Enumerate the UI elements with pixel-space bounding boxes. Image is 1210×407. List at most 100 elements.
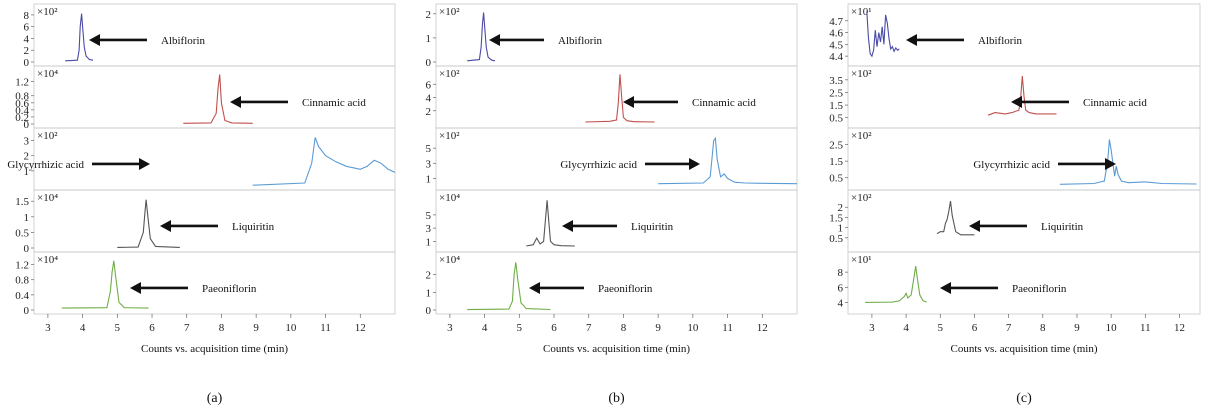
trace-line [467, 12, 496, 62]
x-tick-label: 6 [551, 322, 557, 334]
y-multiplier: ×10² [37, 130, 58, 142]
row-frame [435, 251, 798, 315]
panel-label: (c) [1016, 391, 1032, 406]
y-multiplier: ×10² [439, 68, 460, 80]
y-tick-label: 4.6 [829, 28, 843, 40]
y-multiplier: ×10² [851, 192, 872, 204]
trace-line [467, 262, 551, 311]
y-tick-label: 1.2 [15, 77, 29, 89]
trace-row-liquiritin: ×10⁴ 135 Liquiritin [426, 189, 798, 253]
row-frame [847, 3, 1201, 67]
trace-row-paeoniflorin: ×10⁴ 0 1 2 Paeoniflorin [426, 251, 798, 317]
y-tick-label: 4 [838, 297, 844, 309]
x-tick-label: 4 [903, 322, 909, 334]
peak-label: Paeoniflorin [598, 283, 653, 295]
y-tick-label: 3 [426, 223, 432, 235]
panel-1: ×10²02468Albiflorin×10⁴00.20.40.60.81.2C… [7, 3, 396, 406]
peak-label: Paeoniflorin [1012, 283, 1067, 295]
y-tick-label: 4.7 [829, 16, 843, 28]
y-tick-label: 1 [426, 287, 432, 299]
peak-label: Paeoniflorin [202, 283, 257, 295]
trace-line [183, 74, 253, 124]
arrow-head [906, 33, 917, 46]
y-tick-label: 6 [426, 79, 432, 91]
y-tick-label: 0 [426, 57, 432, 69]
y-tick-label: 0 [24, 57, 30, 69]
x-tick-label: 12 [757, 322, 768, 334]
y-tick-label: 1.5 [829, 156, 843, 168]
y-tick-label: 2 [24, 45, 30, 57]
y-tick-label: 1.5 [15, 196, 29, 208]
y-tick-label: 0.8 [15, 91, 29, 103]
y-tick-label: 4 [24, 33, 30, 45]
trace-row-albiflorin: ×10¹ 4.44.54.64.7 Albiflorin [829, 3, 1201, 67]
x-tick-label: 8 [621, 322, 627, 334]
y-tick-label: 0.6 [15, 98, 29, 110]
y-tick-label: 4.5 [829, 39, 843, 51]
peak-label: Liquiritin [232, 221, 275, 233]
peak-label: Albiflorin [558, 35, 602, 47]
y-tick-label: 0 [24, 305, 30, 317]
trace-line [61, 260, 149, 309]
trace-row-glycyrrhizic-acid: ×10² 1 3 5 Glycyrrhizic acid [426, 127, 798, 191]
trace-row-paeoniflorin: ×10¹ 4 6 8 Paeoniflorin [838, 251, 1201, 315]
y-tick-label: 4 [426, 93, 432, 105]
arrow-head [489, 33, 500, 46]
x-tick-label: 12 [355, 322, 366, 334]
x-tick-label: 8 [1040, 322, 1046, 334]
trace-line [585, 74, 655, 123]
row-frame [33, 251, 396, 315]
x-tick-label: 7 [184, 322, 190, 334]
y-tick-label: 2 [838, 202, 844, 214]
arrow-head [529, 281, 540, 294]
peak-label: Cinnamic acid [692, 97, 756, 109]
y-tick-label: 0 [24, 119, 30, 131]
row-frame [33, 189, 396, 253]
peak-label: Cinnamic acid [302, 97, 366, 109]
panel-label: (b) [608, 391, 625, 406]
y-tick-label: 4.4 [829, 51, 843, 63]
y-tick-label: 0.4 [15, 290, 29, 302]
y-tick-label: 0.5 [829, 113, 843, 125]
y-tick-label: 8 [24, 10, 30, 22]
trace-line [65, 13, 94, 62]
y-tick-label: 0 [426, 305, 432, 317]
x-tick-label: 3 [45, 322, 51, 334]
y-tick-label: 1.5 [829, 100, 843, 112]
x-tick-label: 8 [219, 322, 225, 334]
trace-line [1059, 139, 1197, 185]
y-tick-label: 0.5 [15, 227, 29, 239]
y-multiplier: ×10² [37, 6, 58, 18]
arrow-head [130, 281, 141, 294]
panel-3: ×10¹4.44.54.64.7Albiflorin×10²0.51.52.53… [829, 3, 1201, 406]
arrow-head [1011, 95, 1022, 108]
arrow-head [969, 219, 980, 232]
x-tick-label: 9 [253, 322, 259, 334]
trace-line [117, 199, 180, 248]
peak-label: Liquiritin [1041, 221, 1084, 233]
y-tick-label: 8 [838, 267, 844, 279]
y-tick-label: 1 [426, 173, 432, 185]
peak-label: Glycyrrhizic acid [973, 159, 1050, 171]
y-multiplier: ×10⁴ [37, 254, 58, 266]
trace-line [987, 75, 1057, 116]
x-tick-label: 6 [972, 322, 978, 334]
arrow-head [562, 219, 573, 232]
y-tick-label: 0.5 [829, 173, 843, 185]
y-tick-label: 3.5 [829, 75, 843, 87]
y-tick-label: 2.5 [829, 140, 843, 152]
peak-label: Glycyrrhizic acid [7, 159, 84, 171]
row-frame [33, 3, 396, 67]
x-tick-label: 7 [1006, 322, 1012, 334]
trace-row-liquiritin: ×10² 0.511.52 Liquiritin [829, 189, 1201, 253]
peak-label: Cinnamic acid [1083, 97, 1147, 109]
x-tick-label: 12 [1174, 322, 1185, 334]
y-tick-label: 6 [24, 22, 30, 34]
trace-row-glycyrrhizic-acid: ×10² 0.5 1.5 2.5 Glycyrrhizic acid [829, 127, 1201, 191]
row-frame [435, 189, 798, 253]
peak-label: Albiflorin [161, 35, 205, 47]
y-multiplier: ×10⁴ [37, 68, 58, 80]
y-tick-label: 0.5 [829, 233, 843, 245]
x-tick-label: 5 [517, 322, 523, 334]
